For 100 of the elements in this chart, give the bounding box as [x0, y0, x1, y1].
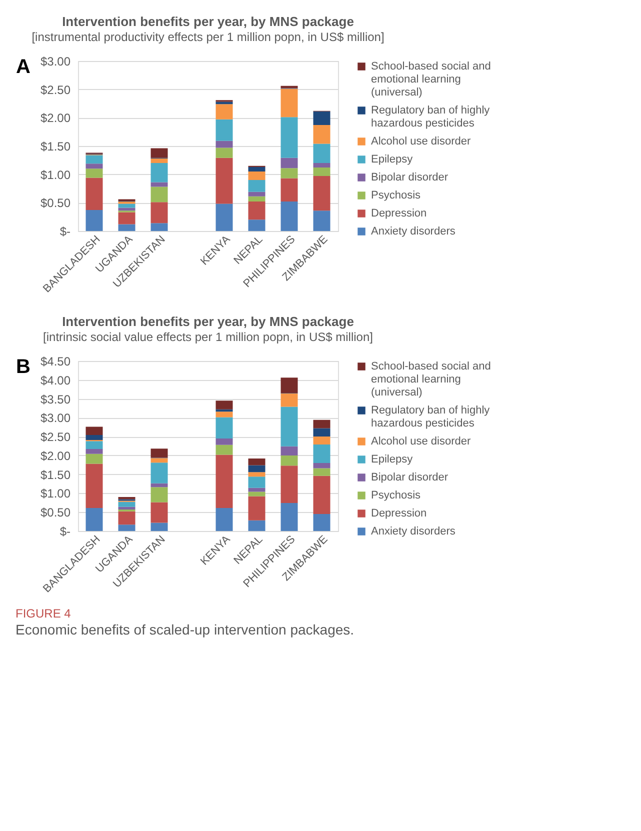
bar — [86, 178, 103, 210]
bar — [150, 202, 168, 224]
bar — [313, 428, 330, 437]
y-tick-label: $3.00 — [40, 54, 71, 68]
y-tick-label: $1.50 — [40, 140, 71, 154]
bar — [280, 168, 298, 178]
legend-label: Anxiety disorders — [371, 226, 456, 238]
bar — [86, 164, 103, 169]
bar — [86, 435, 103, 440]
bar — [86, 508, 103, 531]
legend-label: Epilepsy — [371, 154, 414, 166]
bar — [150, 483, 168, 488]
bar — [150, 163, 168, 182]
bar — [216, 104, 233, 120]
bar — [313, 468, 330, 476]
bar — [216, 417, 233, 438]
bar — [86, 168, 103, 178]
y-tick-label: $2.50 — [40, 82, 71, 97]
bar — [86, 441, 103, 450]
bar — [216, 444, 233, 455]
y-tick-label: $0.50 — [40, 506, 71, 520]
text: Economic benefits of scaled-up intervention packages. — [16, 621, 354, 638]
bar — [248, 196, 266, 202]
bar — [86, 454, 103, 464]
bar — [313, 444, 330, 463]
bar — [248, 202, 266, 220]
bar — [216, 140, 233, 148]
bar — [313, 168, 330, 176]
y-tick-label: $- — [60, 524, 70, 538]
bar — [216, 119, 233, 141]
legend-label: School-based social and emotional learning (universal) — [371, 360, 491, 398]
y-tick-label: $3.50 — [40, 392, 71, 406]
legend-label: Alcohol use disorder — [371, 436, 472, 448]
bar — [216, 438, 233, 445]
text: A — [16, 56, 30, 78]
y-tick-label: $2.00 — [40, 111, 71, 126]
bar — [248, 180, 266, 192]
legend-label: Psychosis — [371, 190, 422, 202]
bar — [248, 520, 266, 531]
bar — [248, 220, 266, 231]
bar — [313, 176, 330, 211]
bar — [313, 420, 330, 428]
bar — [280, 446, 298, 456]
bar — [248, 476, 266, 488]
bar — [313, 514, 330, 531]
bar — [280, 202, 298, 231]
y-tick-label: $1.50 — [40, 468, 71, 482]
bar — [150, 487, 168, 502]
legend-label: School-based social and emotional learning (universal) — [371, 60, 491, 98]
bar — [248, 472, 266, 477]
bar — [280, 455, 298, 466]
bar — [150, 182, 168, 187]
bar — [86, 155, 103, 164]
bar — [313, 163, 330, 168]
text: B — [16, 356, 30, 378]
bar — [248, 465, 266, 472]
legend-label: Regulatory ban of highly hazardous pesticides — [371, 404, 490, 430]
bar — [118, 204, 136, 208]
bar — [150, 522, 168, 531]
bar — [313, 111, 330, 126]
bar — [216, 412, 233, 418]
bar — [280, 406, 298, 446]
bar — [150, 502, 168, 523]
bar — [118, 506, 136, 510]
bar — [313, 144, 330, 163]
bar — [280, 178, 298, 202]
bar — [86, 449, 103, 454]
bar — [86, 210, 103, 231]
bar — [248, 166, 266, 172]
bar — [216, 204, 233, 231]
bar — [216, 400, 233, 410]
chart-title: Intervention benefits per year, by MNS package — [62, 314, 354, 329]
bar — [313, 476, 330, 514]
y-tick-label: $3.00 — [40, 411, 71, 426]
bar — [86, 426, 103, 436]
bar — [280, 378, 298, 394]
bar — [280, 158, 298, 168]
chart-subtitle: [instrumental productivity effects per 1 million popn, in US$ million] — [32, 30, 384, 44]
y-tick-label: $2.00 — [40, 448, 71, 463]
bar — [216, 148, 233, 158]
legend-label: Depression — [371, 508, 427, 520]
bar — [216, 158, 233, 204]
bar — [216, 508, 233, 531]
legend-label: Bipolar disorder — [371, 472, 448, 484]
bar — [313, 125, 330, 144]
legend-label: Depression — [371, 208, 427, 220]
bar — [118, 224, 136, 231]
y-tick-label: $2.50 — [40, 430, 71, 444]
bar — [150, 462, 168, 484]
bar — [313, 463, 330, 468]
bar — [280, 393, 298, 407]
bar — [118, 212, 136, 224]
bar — [280, 466, 298, 504]
bar — [150, 458, 168, 463]
bar — [150, 148, 168, 158]
legend-label: Anxiety disorders — [371, 526, 456, 538]
bar — [150, 158, 168, 163]
caption: FIGURE 4 — [16, 606, 72, 620]
bar — [248, 492, 266, 496]
y-tick-label: $4.00 — [40, 373, 71, 388]
